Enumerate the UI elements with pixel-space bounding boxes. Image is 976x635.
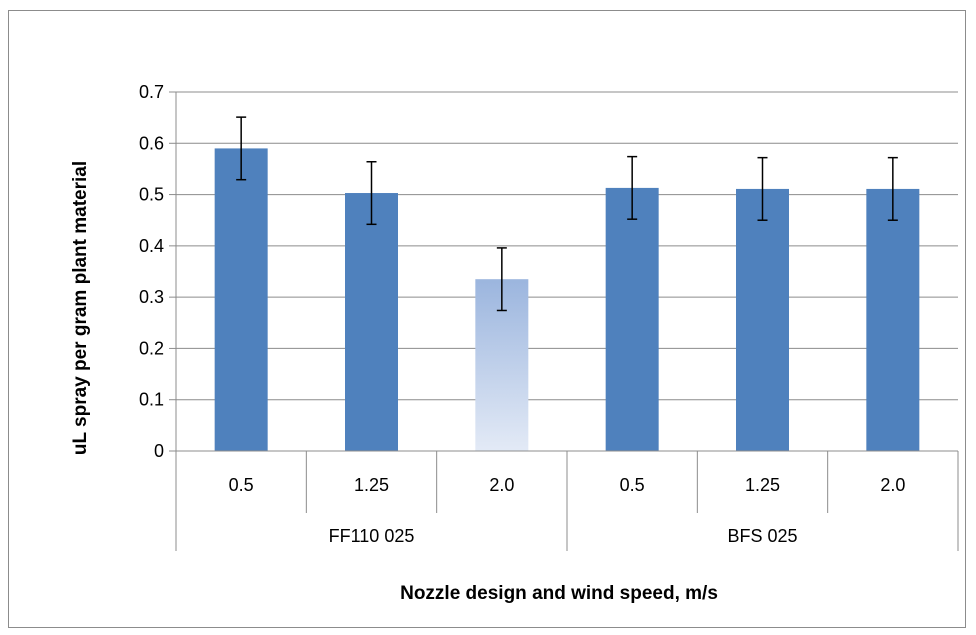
y-tick-label: 0.4 (139, 236, 164, 256)
bar-chart: 0 0.1 0.2 0.3 0.4 0.5 0.6 0.7 0.5 1.25 2.0 0.5 1.25 2… (70, 82, 959, 604)
y-axis-title: uL spray per gram plant material (70, 161, 91, 455)
x-category-label: 0.5 (620, 475, 645, 495)
x-category-label: 2.0 (489, 475, 514, 495)
x-category-label: 2.0 (880, 475, 905, 495)
x-category-label: 0.5 (229, 475, 254, 495)
y-tick-label: 0.7 (139, 82, 164, 102)
group-label: BFS 025 (727, 526, 797, 546)
bar (866, 188, 920, 451)
bar (736, 188, 789, 451)
gridlines (176, 91, 958, 401)
x-category-label: 1.25 (354, 475, 389, 495)
y-tick-label: 0.6 (139, 133, 164, 153)
y-tick-label: 0 (154, 441, 164, 461)
x-category-label: 1.25 (745, 475, 780, 495)
error-bars (236, 116, 898, 312)
bar (605, 187, 659, 451)
bars (214, 148, 920, 452)
bar (345, 193, 398, 452)
chart-area: 0 0.1 0.2 0.3 0.4 0.5 0.6 0.7 0.5 1.25 2.0 0.5 1.25 2… (8, 10, 966, 628)
y-tick-label: 0.3 (139, 287, 164, 307)
axes (169, 91, 959, 551)
y-tick-label: 0.2 (139, 338, 164, 358)
bar (214, 148, 268, 451)
y-tick-label: 0.1 (139, 390, 164, 410)
y-tick-label: 0.5 (139, 185, 164, 205)
tick-labels: 0 0.1 0.2 0.3 0.4 0.5 0.6 0.7 0.5 1.25 2.0 0.5 1.25 2… (139, 82, 905, 546)
group-label: FF110 025 (329, 526, 415, 546)
x-axis-title: Nozzle design and wind speed, m/s (400, 583, 718, 604)
